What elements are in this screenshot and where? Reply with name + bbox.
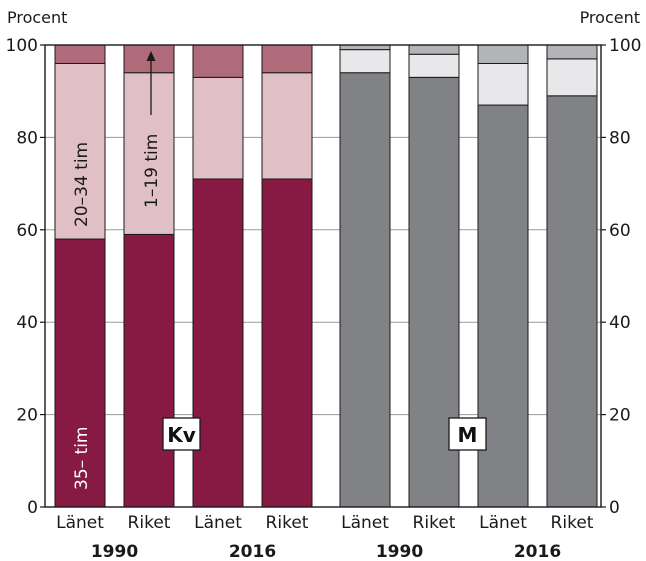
label-20-34-tim: 20–34 tim	[72, 142, 92, 227]
panel-badge-women: Kv	[162, 417, 201, 451]
category-label: Länet	[56, 513, 104, 533]
category-label: Riket	[128, 513, 171, 533]
bar-segment-3	[477, 44, 529, 64]
y-tick-right: 40	[609, 313, 631, 333]
category-label: Länet	[479, 513, 527, 533]
bar-segment-3	[192, 44, 244, 78]
bar-segment-1	[192, 178, 244, 508]
y-tick-left: 100	[6, 36, 38, 56]
svg-text:Kv: Kv	[167, 423, 196, 447]
category-label: Riket	[413, 513, 456, 533]
y-tick-right: 80	[609, 128, 631, 148]
y-tick-right: 20	[609, 406, 631, 426]
bar-segment-3	[261, 44, 313, 74]
bar-segment-3	[54, 44, 106, 64]
bar-segment-2	[192, 76, 244, 180]
y-axis-ticks: 0 0 20 20 40 40 60 60 80 80 100 100	[6, 36, 642, 518]
bar-segment-1	[261, 178, 313, 508]
bar-segment-1	[339, 72, 391, 508]
bar-segment-1	[54, 238, 106, 508]
panel-badge-men: M	[448, 417, 487, 451]
plot-border	[44, 44, 602, 508]
arrow-1-19-tim	[146, 51, 156, 115]
label-35-tim: 35– tim	[72, 427, 92, 490]
group-labels: 1990 2016 1990 2016	[91, 542, 561, 561]
bar-segment-2	[408, 53, 460, 78]
category-label: Länet	[341, 513, 389, 533]
y-tick-right: 60	[609, 221, 631, 241]
group-label: 2016	[229, 542, 276, 561]
bar-segment-2	[123, 72, 175, 235]
y-axis-label-left: Procent	[7, 8, 67, 27]
bar-segment-2	[477, 62, 529, 106]
bar-segment-1	[546, 95, 598, 508]
bar-segment-2	[261, 72, 313, 180]
category-label: Riket	[551, 513, 594, 533]
y-tick-left: 40	[16, 313, 38, 333]
group-label: 1990	[376, 542, 423, 561]
bar-segment-3	[546, 44, 598, 60]
bars	[54, 44, 598, 508]
category-labels: Länet Riket Länet Riket Länet Riket Länet Riket	[56, 513, 594, 533]
y-tick-left: 0	[27, 498, 38, 518]
plot-frame	[40, 44, 606, 508]
y-tick-left: 60	[16, 221, 38, 241]
y-tick-left: 80	[16, 128, 38, 148]
y-tick-right: 100	[609, 36, 641, 56]
category-label: Riket	[266, 513, 309, 533]
bar-segment-3	[408, 44, 460, 55]
group-label: 1990	[91, 542, 138, 561]
y-tick-right: 0	[609, 498, 620, 518]
bar-segment-2	[54, 62, 106, 240]
label-1-19-tim: 1–19 tim	[142, 134, 162, 208]
y-tick-left: 20	[16, 406, 38, 426]
y-axis-label-right: Procent	[580, 8, 640, 27]
svg-text:M: M	[458, 423, 478, 447]
bar-segment-2	[339, 49, 391, 74]
category-label: Länet	[194, 513, 242, 533]
bar-segment-2	[546, 58, 598, 97]
group-label: 2016	[514, 542, 561, 561]
bar-segment-1	[123, 233, 175, 508]
